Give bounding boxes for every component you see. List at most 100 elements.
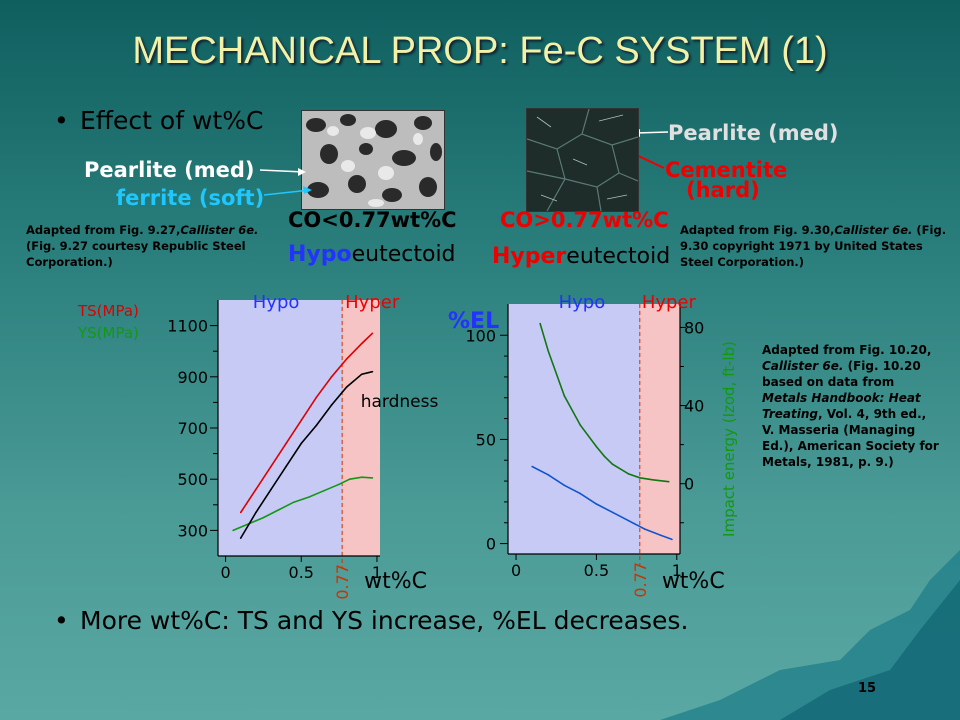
x-tick-label: 0: [511, 561, 521, 580]
data-point: [239, 537, 242, 539]
arrow-pearlite-left: [259, 169, 305, 173]
y-tick-label: 500: [177, 470, 208, 489]
composition-hypo-text: CO<0.77wt%C: [288, 208, 457, 232]
y-tick-label: 300: [177, 521, 208, 540]
data-point: [300, 419, 303, 422]
y-tick-label: 700: [177, 419, 208, 438]
bullet-dot: •: [54, 106, 69, 135]
data-point: [232, 529, 234, 532]
y-tick-label: 100: [465, 326, 496, 345]
strength-chart: 300 500 700 900 1100 0 0.5 1 Hypo Hyper TS(MPa) YS(…: [77, 292, 438, 600]
y-tick-label: 50: [476, 430, 496, 449]
x-tick-label: 0: [220, 563, 230, 582]
hypoeutectoid-micrograph: [301, 110, 445, 210]
data-point: [603, 455, 606, 458]
data-point: [671, 538, 673, 541]
x-axis-label: wt%C: [364, 569, 427, 594]
label-pearlite-right: Pearlite (med): [668, 121, 839, 145]
series-line-hardness: [240, 370, 373, 539]
y-axis-label: TS(MPa): [77, 302, 139, 320]
hyper-region: [342, 300, 380, 556]
right-y-axis-label: Impact energy (Izod, ft-lb): [720, 341, 738, 537]
data-point: [667, 480, 670, 483]
data-point: [345, 358, 348, 360]
caption-text: Adapted from Fig. 10.20,: [762, 343, 932, 357]
hardness-label: hardness: [361, 392, 439, 412]
caption-text: Callister 6e.: [762, 359, 844, 373]
data-point: [611, 463, 614, 465]
caption-text: , Vol. 4, 9th ed., V. Masseria (Managing…: [762, 407, 939, 469]
hypereutectoid-micrograph: [526, 108, 639, 212]
caption-fig-9-30: Adapted from Fig. 9.30,Callister 6e. (Fi…: [680, 222, 948, 270]
data-point: [361, 373, 363, 376]
series-line-tsmpa: [240, 332, 373, 513]
bullet-effect: • Effect of wt%C: [54, 106, 263, 135]
data-point: [371, 477, 374, 479]
data-point: [270, 488, 272, 491]
hypo-region-label: Hypo: [253, 292, 300, 313]
right-y-tick-label: 0: [684, 475, 694, 494]
data-point: [308, 496, 310, 498]
data-point: [330, 404, 333, 406]
caption-text: Metals Handbook: Heat Treating: [762, 391, 921, 421]
bullet-conclusion-text: More wt%C: TS and YS increase, %EL decre…: [80, 606, 689, 635]
x-tick-label: 0.5: [289, 563, 314, 582]
micrograph-texture: [302, 111, 444, 209]
data-point: [595, 503, 598, 505]
data-point: [285, 442, 287, 445]
data-point: [547, 474, 549, 476]
y-tick-label: 1100: [167, 317, 208, 336]
caption-text: (Fig. 9.27 courtesy Republic Steel Corpo…: [26, 239, 246, 269]
label-pearlite-left: Pearlite (med): [84, 158, 255, 182]
caption-text: (Fig. 9.30 copyright 1971 by United Stat…: [680, 223, 947, 269]
data-point: [315, 396, 318, 399]
type-hypoeutectoid: Hypoeutectoid: [288, 242, 456, 267]
type-hyper-prefix: Hyper: [492, 244, 567, 269]
data-point: [277, 509, 280, 511]
y-tick-label: 0: [486, 535, 496, 554]
bullet-dot: •: [54, 606, 69, 635]
data-point: [361, 342, 363, 345]
data-point: [270, 465, 272, 468]
y-tick-label: 900: [177, 368, 208, 387]
data-point: [651, 478, 654, 481]
type-hypereutectoid: Hypereutectoid: [492, 244, 670, 269]
arrow-pearlite-right: [635, 131, 669, 134]
series-line-el: [531, 465, 673, 541]
eutectoid-label: 0.77: [333, 564, 352, 600]
composition-hyper-text: CO>0.77wt%C: [500, 208, 669, 232]
type-hypo-prefix: Hypo: [288, 242, 352, 267]
caption-fig-9-27: Adapted from Fig. 9.27,Callister 6e. (Fi…: [26, 222, 282, 270]
data-point: [563, 484, 566, 487]
x-tick-label: 0.5: [584, 561, 609, 580]
right-y-tick-label: 80: [684, 318, 704, 337]
hyper-region: [639, 304, 680, 554]
hyper-region-label: Hyper: [642, 292, 697, 313]
data-point: [531, 465, 533, 468]
eutectoid-label: 0.77: [631, 562, 650, 598]
data-point: [361, 476, 363, 478]
data-point: [323, 489, 325, 492]
data-point: [539, 322, 541, 325]
data-point: [579, 492, 582, 495]
data-point: [330, 376, 333, 378]
type-hypo-suffix: eutectoid: [351, 242, 456, 267]
y-axis-label: %EL: [448, 309, 499, 334]
page-number: 15: [858, 681, 877, 696]
x-tick-label: 1: [372, 563, 382, 582]
data-point: [371, 332, 374, 335]
composition-hyper: CO>0.77wt%C: [500, 208, 669, 232]
data-point: [255, 488, 257, 491]
micrograph-texture-dark: [527, 109, 638, 211]
data-point: [345, 386, 348, 388]
data-point: [255, 511, 257, 514]
data-point: [643, 528, 646, 530]
slide-title: MECHANICAL PROP: Fe-C SYSTEM (1): [132, 30, 828, 72]
data-point: [300, 442, 303, 445]
data-point: [659, 534, 662, 537]
data-point: [563, 394, 566, 397]
y-axis-label: YS(MPa): [77, 324, 139, 342]
caption-text: 6e.: [234, 223, 259, 237]
decorative-ice-shape: [660, 550, 960, 720]
bullet-effect-text: Effect of wt%C: [80, 106, 264, 135]
